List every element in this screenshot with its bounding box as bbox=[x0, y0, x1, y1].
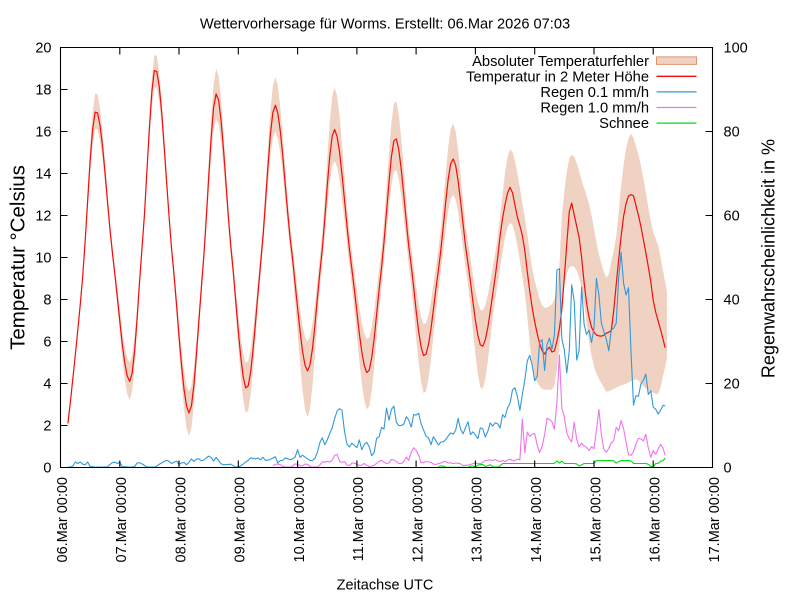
svg-text:08.Mar 00:00: 08.Mar 00:00 bbox=[173, 477, 189, 562]
svg-text:14: 14 bbox=[35, 167, 51, 183]
svg-text:Wettervorhersage für Worms. Er: Wettervorhersage für Worms. Erstellt: 06… bbox=[200, 17, 570, 33]
svg-text:Temperatur °Celsius: Temperatur °Celsius bbox=[7, 165, 30, 350]
svg-text:12.Mar 00:00: 12.Mar 00:00 bbox=[410, 477, 426, 562]
svg-text:Regen 0.1 mm/h: Regen 0.1 mm/h bbox=[540, 85, 649, 101]
svg-text:16: 16 bbox=[35, 125, 51, 141]
svg-text:60: 60 bbox=[724, 209, 740, 225]
svg-text:100: 100 bbox=[724, 41, 748, 57]
svg-text:6: 6 bbox=[43, 335, 51, 351]
svg-text:12: 12 bbox=[35, 209, 51, 225]
svg-text:15.Mar 00:00: 15.Mar 00:00 bbox=[588, 477, 604, 562]
svg-text:4: 4 bbox=[43, 377, 51, 393]
svg-text:09.Mar 00:00: 09.Mar 00:00 bbox=[233, 477, 249, 562]
svg-text:18: 18 bbox=[35, 83, 51, 99]
svg-text:Absoluter Temperaturfehler: Absoluter Temperaturfehler bbox=[472, 54, 649, 70]
svg-text:Zeitachse UTC: Zeitachse UTC bbox=[337, 578, 434, 594]
svg-text:Schnee: Schnee bbox=[599, 116, 649, 132]
svg-text:20: 20 bbox=[35, 41, 51, 57]
svg-text:Regen 1.0 mm/h: Regen 1.0 mm/h bbox=[540, 101, 649, 117]
svg-text:16.Mar 00:00: 16.Mar 00:00 bbox=[648, 477, 664, 562]
svg-text:0: 0 bbox=[43, 461, 51, 477]
svg-text:06.Mar 00:00: 06.Mar 00:00 bbox=[55, 477, 71, 562]
svg-text:80: 80 bbox=[724, 125, 740, 141]
svg-text:40: 40 bbox=[724, 293, 740, 309]
svg-text:14.Mar 00:00: 14.Mar 00:00 bbox=[529, 477, 545, 562]
svg-text:13.Mar 00:00: 13.Mar 00:00 bbox=[470, 477, 486, 562]
svg-text:Temperatur in 2 Meter Höhe: Temperatur in 2 Meter Höhe bbox=[466, 69, 649, 85]
svg-text:0: 0 bbox=[724, 461, 732, 477]
svg-text:10: 10 bbox=[35, 251, 51, 267]
svg-text:8: 8 bbox=[43, 293, 51, 309]
svg-text:2: 2 bbox=[43, 419, 51, 435]
svg-text:Regenwahrscheinlichkeit in %: Regenwahrscheinlichkeit in % bbox=[759, 139, 779, 378]
svg-text:10.Mar 00:00: 10.Mar 00:00 bbox=[292, 477, 308, 562]
svg-text:07.Mar 00:00: 07.Mar 00:00 bbox=[114, 477, 130, 562]
svg-text:11.Mar 00:00: 11.Mar 00:00 bbox=[351, 477, 367, 561]
svg-text:17.Mar 00:00: 17.Mar 00:00 bbox=[707, 477, 723, 562]
svg-text:20: 20 bbox=[724, 377, 740, 393]
